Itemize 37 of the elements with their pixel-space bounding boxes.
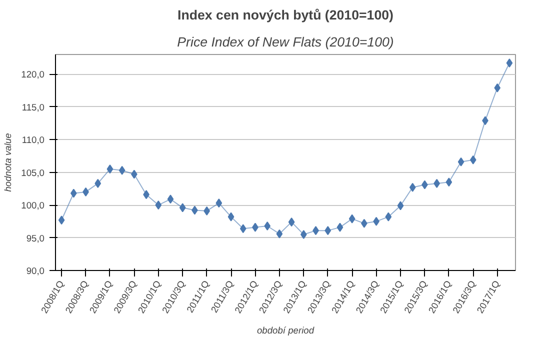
point xyxy=(264,221,271,230)
point xyxy=(336,222,344,232)
point xyxy=(446,178,452,187)
point xyxy=(458,157,464,166)
chart-title: Index cen nových bytů (2010=100) xyxy=(178,8,394,22)
y-tick-label: 90,0 xyxy=(26,266,44,276)
point xyxy=(216,198,222,208)
point xyxy=(118,166,126,175)
point xyxy=(288,218,295,227)
point xyxy=(228,212,234,222)
y-tick-label: 110,0 xyxy=(22,135,45,146)
y-tick-label: 105,0 xyxy=(21,168,44,178)
point xyxy=(470,155,476,164)
point xyxy=(58,216,65,225)
point xyxy=(276,229,283,238)
point xyxy=(324,226,332,236)
y-tick-label: 95,0 xyxy=(26,233,44,244)
point xyxy=(167,194,174,204)
point xyxy=(348,214,356,224)
point xyxy=(300,230,307,239)
chart-subtitle: Price Index of New Flats (2010=100) xyxy=(177,34,394,50)
point xyxy=(494,83,501,92)
point xyxy=(70,188,77,198)
point xyxy=(179,203,186,212)
y-tick-label: 115,0 xyxy=(22,102,45,112)
y-tick-label: 100,0 xyxy=(21,200,44,211)
point xyxy=(155,200,162,210)
point xyxy=(506,58,513,68)
point xyxy=(409,182,416,192)
x-axis-title: období period xyxy=(256,325,315,336)
point xyxy=(94,178,102,188)
point xyxy=(106,164,114,174)
y-axis-title: hodnota value xyxy=(3,133,14,192)
y-tick-label: 120,0 xyxy=(21,70,44,80)
point xyxy=(397,201,404,210)
point xyxy=(240,224,246,234)
point xyxy=(385,212,392,222)
